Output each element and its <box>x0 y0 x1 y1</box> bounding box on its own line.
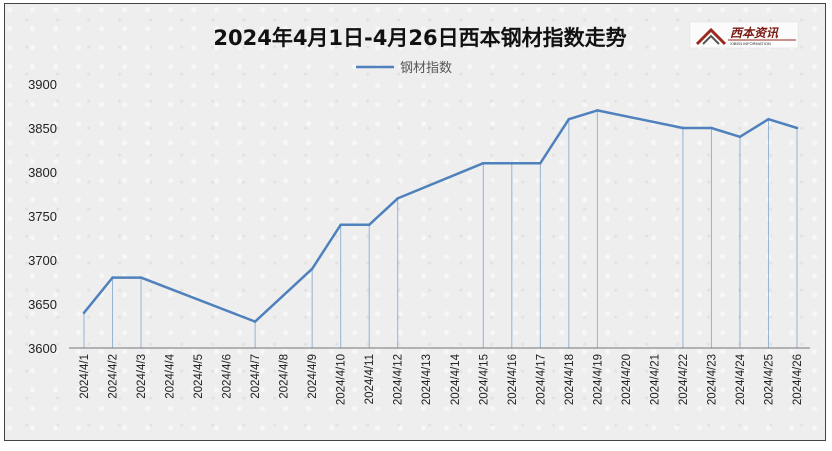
data-point <box>767 118 770 121</box>
series-segment <box>82 276 114 315</box>
x-tick-label: 2024/4/23 <box>706 354 718 405</box>
series-segment <box>396 161 485 200</box>
logo: 西本资讯 XIBEN INFORMATION <box>689 21 799 49</box>
x-tick-label: 2024/4/15 <box>478 354 490 405</box>
y-tick-label: 3900 <box>28 77 57 92</box>
x-tick-label: 2024/4/11 <box>364 354 376 404</box>
legend: 钢材指数 <box>356 61 452 76</box>
x-tick-label: 2024/4/24 <box>735 353 747 405</box>
y-axis: 3600 3650 3700 3750 3800 3850 3900 <box>28 77 57 356</box>
x-tick-label: 2024/4/17 <box>535 354 547 405</box>
data-point <box>596 109 599 112</box>
series-segment <box>767 117 799 130</box>
data-point <box>681 126 685 130</box>
x-tick-label: 2024/4/16 <box>507 354 519 405</box>
series-segment <box>567 109 599 121</box>
data-point <box>82 311 86 314</box>
drop-lines <box>83 110 798 348</box>
y-tick-label: 3750 <box>28 209 57 224</box>
data-point <box>510 162 513 165</box>
x-tick-label: 2024/4/8 <box>279 354 291 399</box>
data-point <box>567 118 571 121</box>
x-axis: 2024/4/1 2024/4/2 2024/4/3 2024/4/4 2024/4/5… <box>79 353 804 405</box>
x-tick-label: 2024/4/20 <box>621 354 633 405</box>
y-tick-label: 3700 <box>28 253 57 268</box>
series-segment <box>539 117 571 165</box>
data-point <box>795 126 799 130</box>
x-tick-label: 2024/4/12 <box>393 354 405 405</box>
chart-title: 2024年4月1日-4月26日西本钢材指数走势 <box>213 26 626 50</box>
logo-mark-inner <box>702 34 720 45</box>
data-point <box>339 223 342 226</box>
series-segment <box>367 197 399 227</box>
data-point <box>710 126 713 130</box>
x-tick-label: 2024/4/5 <box>193 354 205 399</box>
legend-label: 钢材指数 <box>400 61 452 76</box>
data-point <box>139 276 143 279</box>
logo-name: 西本资讯 <box>730 26 779 40</box>
x-tick-label: 2024/4/14 <box>450 353 462 405</box>
series-segment <box>139 276 257 323</box>
x-tick-label: 2024/4/13 <box>421 354 433 405</box>
series-segment <box>596 109 685 130</box>
series-line <box>82 109 799 323</box>
x-tick-label: 2024/4/6 <box>222 354 234 399</box>
data-point <box>253 320 257 323</box>
y-tick-label: 3850 <box>28 121 57 136</box>
x-tick-label: 2024/4/19 <box>592 354 604 405</box>
x-tick-label: 2024/4/26 <box>792 354 804 405</box>
x-tick-label: 2024/4/7 <box>250 354 262 399</box>
x-tick-label: 2024/4/25 <box>763 354 775 405</box>
x-tick-label: 2024/4/22 <box>678 354 690 405</box>
data-point <box>396 197 399 200</box>
series-segment <box>310 223 342 271</box>
x-tick-label: 2024/4/2 <box>108 354 120 399</box>
data-point <box>738 135 742 138</box>
series-segment <box>738 117 770 139</box>
series-segment <box>710 126 742 139</box>
x-tick-label: 2024/4/21 <box>649 354 661 405</box>
y-tick-label: 3800 <box>28 165 57 180</box>
x-tick-label: 2024/4/1 <box>79 354 91 399</box>
data-point <box>310 267 314 270</box>
y-tick-label: 3650 <box>28 297 57 312</box>
x-tick-label: 2024/4/4 <box>165 353 177 398</box>
series-segment <box>253 267 314 323</box>
x-tick-label: 2024/4/9 <box>307 354 319 399</box>
logo-subtitle: XIBEN INFORMATION <box>730 41 771 46</box>
x-tick-label: 2024/4/3 <box>136 354 148 399</box>
xiben-logo-icon <box>695 27 727 46</box>
data-point <box>539 162 542 165</box>
data-point <box>482 162 485 165</box>
x-tick-label: 2024/4/18 <box>564 354 576 405</box>
chart-frame <box>4 3 826 441</box>
data-point <box>111 276 114 279</box>
data-point <box>368 223 371 226</box>
x-tick-label: 2024/4/10 <box>336 354 348 405</box>
y-tick-label: 3600 <box>28 341 57 356</box>
